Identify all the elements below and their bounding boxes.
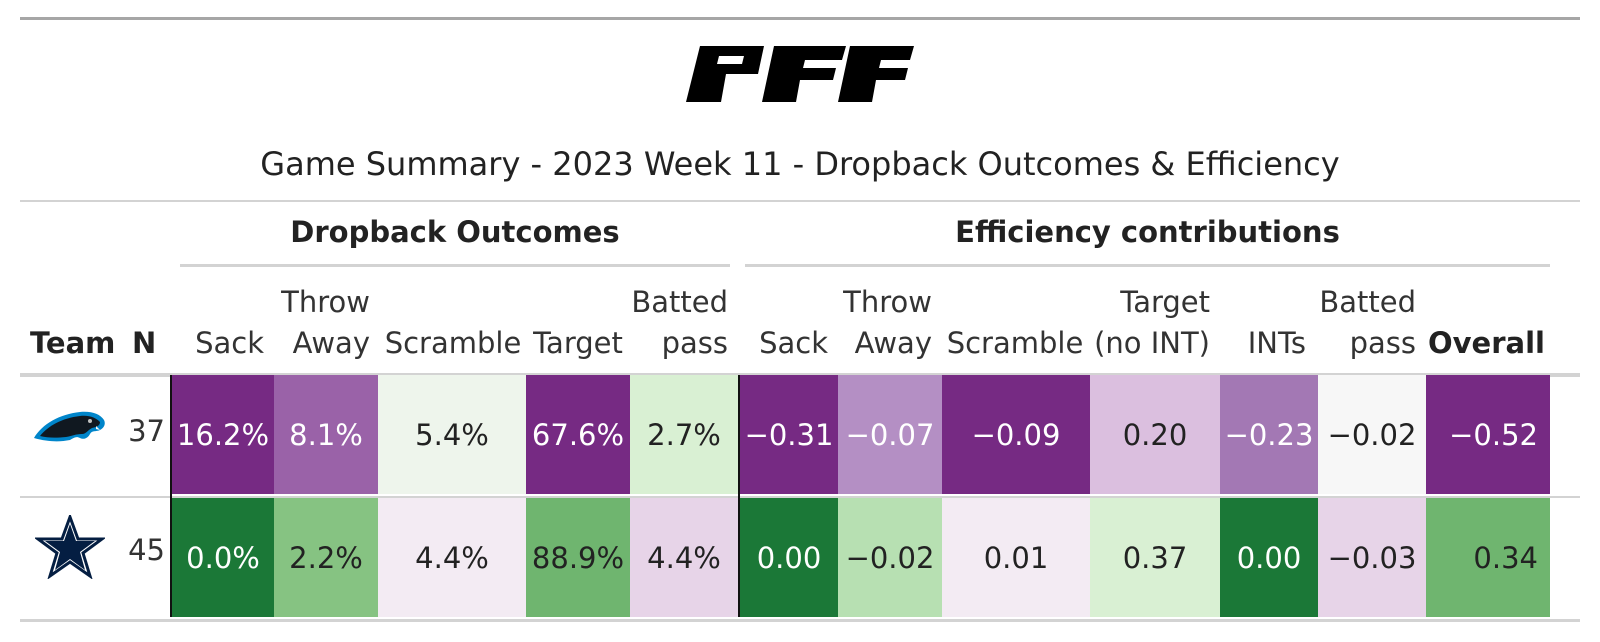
col-header-eff-throw-away: Throw Away	[838, 282, 932, 364]
col-header-scramble: Scramble	[384, 326, 522, 360]
column-separator-left	[170, 375, 172, 617]
col-header-batted-pass: Batted pass	[630, 282, 728, 364]
group-rule-outcomes	[180, 264, 730, 267]
col-header-eff-batted: Batted pass	[1318, 282, 1416, 364]
cell-eff-target: 0.37	[1090, 498, 1220, 617]
cell-overall: 0.34	[1426, 498, 1550, 617]
cell-throw-away: 2.2%	[274, 498, 378, 617]
col-header-eff-batted-line2: pass	[1349, 326, 1416, 360]
cell-target: 88.9%	[526, 498, 630, 617]
cell-target: 67.6%	[526, 375, 630, 494]
col-header-sack: Sack	[195, 326, 264, 360]
cell-eff-scramble: 0.01	[942, 498, 1090, 617]
row-n: 45	[128, 533, 165, 567]
col-header-eff-target-line2: (no INT)	[1094, 326, 1210, 360]
col-header-eff-target-line1: Target	[1120, 285, 1210, 319]
bottom-rule	[20, 619, 1580, 622]
col-header-eff-sack: Sack	[759, 326, 828, 360]
cell-eff-ints: 0.00	[1220, 498, 1318, 617]
group-header-efficiency: Efficiency contributions	[955, 215, 1340, 249]
cell-eff-sack: 0.00	[740, 498, 838, 617]
panthers-logo-icon	[30, 400, 110, 460]
cell-eff-target: 0.20	[1090, 375, 1220, 494]
col-header-eff-throw-line2: Away	[854, 326, 932, 360]
cell-scramble: 4.4%	[378, 498, 526, 617]
pff-logo	[686, 46, 914, 102]
cell-overall: −0.52	[1426, 375, 1550, 494]
col-header-n: N	[132, 326, 157, 360]
cell-throw-away: 8.1%	[274, 375, 378, 494]
col-header-eff-batted-line1: Batted	[1319, 285, 1416, 319]
col-header-eff-ints: INTs	[1247, 326, 1306, 360]
col-header-throw-away-line2: Away	[292, 326, 370, 360]
page-title: Game Summary - 2023 Week 11 - Dropback O…	[260, 145, 1340, 183]
group-header-dropback-outcomes: Dropback Outcomes	[290, 215, 620, 249]
cell-eff-throw-away: −0.02	[838, 498, 942, 617]
col-header-eff-target: Target (no INT)	[1090, 282, 1210, 364]
cell-eff-batted: −0.02	[1318, 375, 1426, 494]
col-header-eff-scramble: Scramble	[946, 326, 1084, 360]
cell-eff-throw-away: −0.07	[838, 375, 942, 494]
cell-eff-batted: −0.03	[1318, 498, 1426, 617]
cell-eff-scramble: −0.09	[942, 375, 1090, 494]
group-rule-efficiency	[745, 264, 1550, 267]
row-n: 37	[128, 414, 165, 448]
top-rule	[20, 17, 1580, 20]
cell-eff-sack: −0.31	[740, 375, 838, 494]
col-header-team: Team	[30, 326, 116, 360]
col-header-eff-throw-line1: Throw	[843, 285, 932, 319]
cell-sack: 0.0%	[172, 498, 274, 617]
cell-eff-ints: −0.23	[1220, 375, 1318, 494]
col-header-overall: Overall	[1428, 326, 1545, 360]
cell-batted: 4.4%	[630, 498, 738, 617]
cell-sack: 16.2%	[172, 375, 274, 494]
col-header-throw-away: Throw Away	[270, 282, 370, 364]
col-header-target: Target	[533, 326, 623, 360]
title-rule	[20, 200, 1580, 202]
col-header-batted-line1: Batted	[631, 285, 728, 319]
cowboys-star-icon	[33, 512, 107, 580]
column-separator-middle	[738, 375, 740, 617]
cell-scramble: 5.4%	[378, 375, 526, 494]
cell-batted: 2.7%	[630, 375, 738, 494]
row-divider	[20, 496, 1580, 498]
col-header-throw-away-line1: Throw	[281, 285, 370, 319]
col-header-batted-line2: pass	[661, 326, 728, 360]
